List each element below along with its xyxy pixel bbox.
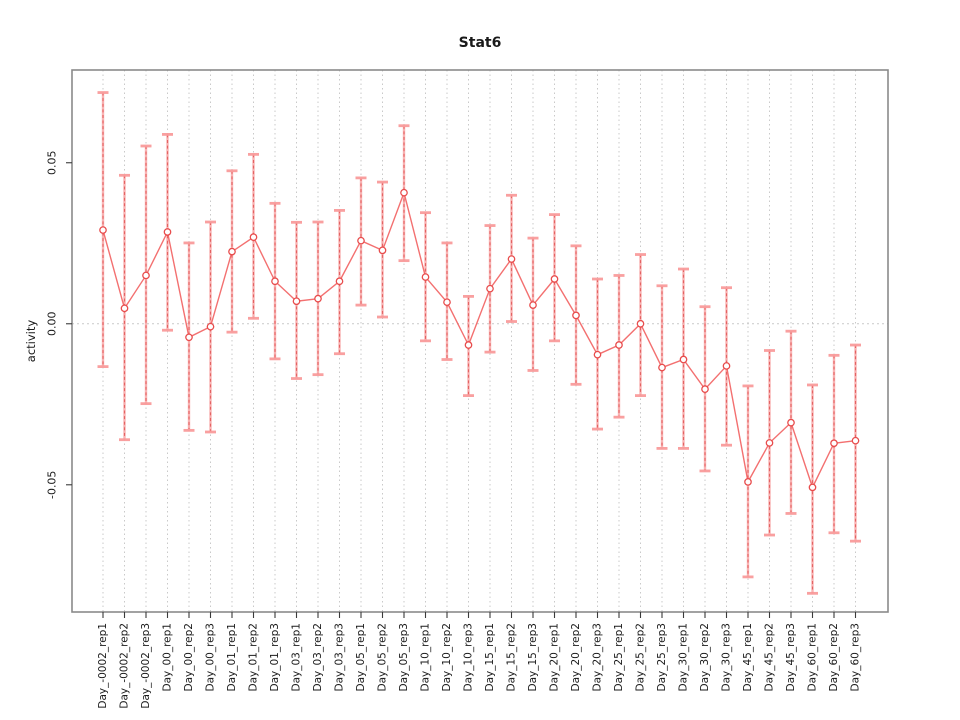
x-tick-label: Day_30_rep3 <box>721 623 733 692</box>
data-point <box>228 247 236 256</box>
plot-frame <box>71 69 889 613</box>
data-point <box>206 322 215 331</box>
data-point <box>292 297 301 306</box>
data-point <box>314 294 322 303</box>
data-point <box>357 236 365 245</box>
x-tick-label: Day_05_rep2 <box>377 623 389 692</box>
data-point <box>658 363 666 372</box>
y-tick-label: 0.05 <box>46 150 59 175</box>
x-tick-label: Day_01_rep1 <box>226 623 238 692</box>
x-tick-label: Day_60_rep3 <box>850 623 862 692</box>
data-point <box>550 275 559 283</box>
x-tick-label: Day_03_rep3 <box>334 623 346 692</box>
x-tick-label: Day_20_rep3 <box>592 623 604 692</box>
y-tick-label: 0.00 <box>46 312 59 337</box>
x-tick-label: Day_45_rep3 <box>785 623 797 692</box>
x-tick-label: Day_-0002_rep3 <box>140 623 152 709</box>
x-tick-label: Day_30_rep1 <box>678 623 690 692</box>
data-point <box>249 233 258 241</box>
x-tick-label: Day_10_rep3 <box>463 623 475 692</box>
chart-layer: Day_-0002_rep1 Day_-0002_rep2 Day_-0002_re… <box>46 69 889 709</box>
data-point <box>120 304 129 313</box>
x-tick-label: Day_10_rep2 <box>441 623 453 692</box>
data-point <box>464 341 473 349</box>
data-point <box>378 246 387 255</box>
y-tick-label: -0.05 <box>46 471 59 499</box>
data-point <box>163 228 172 236</box>
x-tick-label: Day_10_rep1 <box>420 623 432 692</box>
x-tick-label: Day_15_rep3 <box>527 623 539 692</box>
data-point <box>593 350 602 359</box>
data-point <box>808 483 817 492</box>
x-tick-label: Day_30_rep2 <box>699 623 711 692</box>
x-tick-label: Day_-0002_rep2 <box>119 623 131 709</box>
data-point <box>400 188 408 197</box>
data-point <box>335 277 344 286</box>
x-tick-label: Day_60_rep2 <box>828 623 840 692</box>
data-point <box>443 298 451 307</box>
data-point <box>636 319 645 328</box>
x-tick-label: Day_25_rep1 <box>613 623 625 692</box>
data-point <box>507 255 516 263</box>
data-point <box>142 271 150 280</box>
data-point <box>572 311 580 320</box>
data-point <box>529 301 537 309</box>
data-point <box>744 478 752 486</box>
x-tick-label: Day_60_rep1 <box>807 623 819 692</box>
data-point <box>787 418 795 427</box>
x-tick-label: Day_20_rep1 <box>549 623 561 692</box>
series-line <box>102 190 856 490</box>
x-tick-label: Day_00_rep1 <box>162 623 174 692</box>
x-tick-label: Day_03_rep1 <box>291 623 303 692</box>
data-point <box>99 226 107 234</box>
y-axis-label: activity <box>24 320 38 363</box>
data-point <box>722 362 731 370</box>
x-tick-label: Day_01_rep3 <box>269 623 281 692</box>
data-point <box>701 385 709 393</box>
x-tick-label: Day_03_rep2 <box>312 623 324 692</box>
x-tick-label: Day_01_rep2 <box>248 623 260 692</box>
x-tick-label: Day_45_rep1 <box>742 623 754 692</box>
x-tick-label: Day_25_rep2 <box>635 623 647 692</box>
data-point <box>830 439 838 448</box>
x-tick-label: Day_15_rep2 <box>506 623 518 692</box>
data-point <box>486 284 494 293</box>
x-tick-label: Day_05_rep3 <box>398 623 410 692</box>
chart-title: Stat6 <box>459 35 502 51</box>
data-point <box>851 436 860 445</box>
x-tick-label: Day_25_rep3 <box>656 623 668 692</box>
data-point <box>421 273 430 281</box>
x-tick-label: Day_-0002_rep1 <box>97 623 109 709</box>
x-tick-label: Day_05_rep1 <box>355 623 367 692</box>
data-point <box>185 333 193 342</box>
data-point <box>765 439 774 447</box>
x-tick-label: Day_45_rep2 <box>764 623 776 692</box>
data-point <box>615 341 623 349</box>
data-point <box>271 277 279 286</box>
data-point <box>679 355 688 364</box>
x-tick-label: Day_00_rep3 <box>205 623 217 692</box>
x-tick-label: Day_20_rep2 <box>570 623 582 692</box>
x-tick-label: Day_15_rep1 <box>484 623 496 692</box>
x-tick-label: Day_00_rep2 <box>183 623 195 692</box>
